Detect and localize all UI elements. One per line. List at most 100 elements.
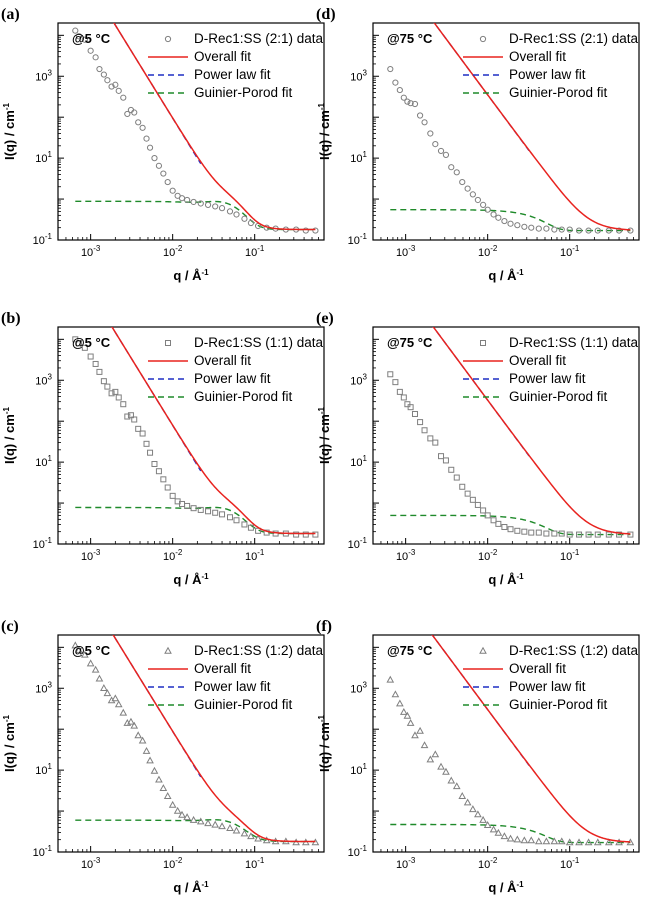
data-point xyxy=(138,736,147,744)
data-point xyxy=(112,388,119,395)
data-point xyxy=(96,65,103,73)
y-tick-label: 10-1 xyxy=(348,536,368,551)
data-point xyxy=(411,731,419,739)
data-point xyxy=(534,837,543,845)
data-point xyxy=(469,191,476,198)
data-point xyxy=(551,226,558,233)
data-point xyxy=(406,718,415,726)
legend-label: D-Rec1:SS (2:1) data xyxy=(509,31,639,46)
legend-marker xyxy=(479,646,487,654)
data-point xyxy=(550,837,559,845)
data-point xyxy=(386,675,395,683)
y-tick-label: 101 xyxy=(350,150,367,165)
data-point xyxy=(81,650,89,658)
data-point xyxy=(513,835,522,843)
panel-label: (c) xyxy=(1,618,19,635)
data-point xyxy=(241,215,248,222)
legend-label: Guinier-Porod fit xyxy=(509,389,608,404)
x-tick-label: 10-3 xyxy=(81,856,101,871)
data-point xyxy=(407,404,414,411)
data-point xyxy=(507,526,514,533)
data-point xyxy=(421,119,428,126)
data-point xyxy=(495,520,502,527)
curves xyxy=(71,635,320,846)
x-axis-title: q / Å-1 xyxy=(173,880,209,895)
data-point xyxy=(484,512,491,519)
x-axis-title: q / Å-1 xyxy=(488,880,524,895)
data-point xyxy=(72,336,79,343)
legend-label: D-Rec1:SS (2:1) data xyxy=(194,31,324,46)
data-point xyxy=(146,756,154,764)
data-point xyxy=(103,689,112,697)
legend-label: D-Rec1:SS (1:1) data xyxy=(194,335,324,350)
temperature-label: @5 °C xyxy=(72,643,111,658)
data-point xyxy=(312,531,319,538)
data-point xyxy=(142,746,151,754)
data-point xyxy=(255,527,262,534)
data-point xyxy=(71,641,80,649)
data-point xyxy=(453,169,460,176)
data-point xyxy=(616,531,623,538)
data-point xyxy=(535,529,542,536)
y-tick-label: 10-1 xyxy=(33,536,53,551)
y-tick-label: 101 xyxy=(350,762,367,777)
panel-label: (a) xyxy=(1,6,20,23)
overall-fit-line xyxy=(111,327,316,535)
data-point xyxy=(594,227,601,234)
data-point xyxy=(484,206,491,213)
data-point xyxy=(226,514,233,521)
data-point xyxy=(501,217,508,225)
data-point xyxy=(115,87,122,94)
panel-d: (d) 10-3 10-2 10-1 10-1 101 103 @75 °C D-Rec1:SS… xyxy=(316,6,640,283)
data-point xyxy=(120,401,127,408)
plot-frame xyxy=(57,22,325,241)
data-point xyxy=(520,836,529,844)
data-point xyxy=(232,826,241,834)
data-point xyxy=(438,453,445,460)
data-point xyxy=(575,227,583,234)
data-point xyxy=(452,782,461,790)
plot-frame xyxy=(372,634,640,853)
data-point xyxy=(164,484,171,491)
y-tick-label: 101 xyxy=(35,454,52,469)
data-point xyxy=(528,224,535,231)
data-point xyxy=(427,130,434,137)
data-point xyxy=(576,531,583,538)
data-point xyxy=(459,483,466,490)
data-point xyxy=(416,112,424,119)
data-point xyxy=(448,164,455,171)
data-point xyxy=(463,798,472,806)
y-tick-label: 103 xyxy=(35,372,52,387)
y-axis-title: I(q) / cm-1 xyxy=(317,714,332,772)
x-axis-title: q / Å-1 xyxy=(173,572,209,587)
panel-label: (d) xyxy=(316,6,336,23)
data-point xyxy=(135,119,142,126)
legend-label: Guinier-Porod fit xyxy=(194,85,293,100)
data-point xyxy=(480,201,487,209)
legend-label: Overall fit xyxy=(194,661,251,676)
guinier-porod-fit-line xyxy=(75,200,316,231)
x-axis-title: q / Å-1 xyxy=(173,268,209,283)
data-point xyxy=(627,227,634,234)
data-point xyxy=(150,766,159,774)
x-tick-label: 10-1 xyxy=(245,856,265,871)
legend-label: Overall fit xyxy=(194,353,251,368)
data-point xyxy=(197,200,204,207)
legend-label: Overall fit xyxy=(194,49,251,64)
legend-marker xyxy=(480,340,486,346)
legend-label: Power law fit xyxy=(509,371,586,386)
data-point xyxy=(184,196,191,204)
data-point xyxy=(448,466,455,473)
data-point xyxy=(490,211,497,218)
data-point xyxy=(218,205,226,212)
data-point xyxy=(558,530,565,537)
data-point xyxy=(404,98,411,105)
data-point xyxy=(615,838,623,846)
data-point xyxy=(247,219,255,227)
data-point xyxy=(396,86,403,94)
data-point xyxy=(127,717,135,725)
legend-label: D-Rec1:SS (1:2) data xyxy=(509,643,639,658)
data-point xyxy=(396,699,404,707)
data-point xyxy=(464,490,471,497)
data-point xyxy=(143,135,150,142)
